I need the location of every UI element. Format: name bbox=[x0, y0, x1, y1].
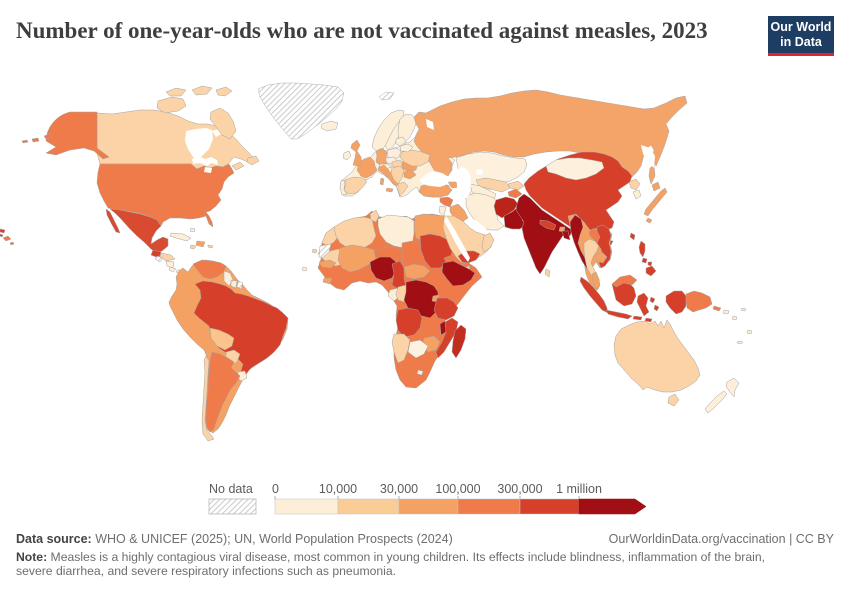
svg-text:No data: No data bbox=[209, 482, 253, 496]
svg-text:100,000: 100,000 bbox=[435, 482, 480, 496]
svg-text:30,000: 30,000 bbox=[380, 482, 418, 496]
svg-text:1 million: 1 million bbox=[556, 482, 602, 496]
svg-text:10,000: 10,000 bbox=[319, 482, 357, 496]
svg-text:0: 0 bbox=[272, 482, 279, 496]
svg-text:300,000: 300,000 bbox=[497, 482, 542, 496]
